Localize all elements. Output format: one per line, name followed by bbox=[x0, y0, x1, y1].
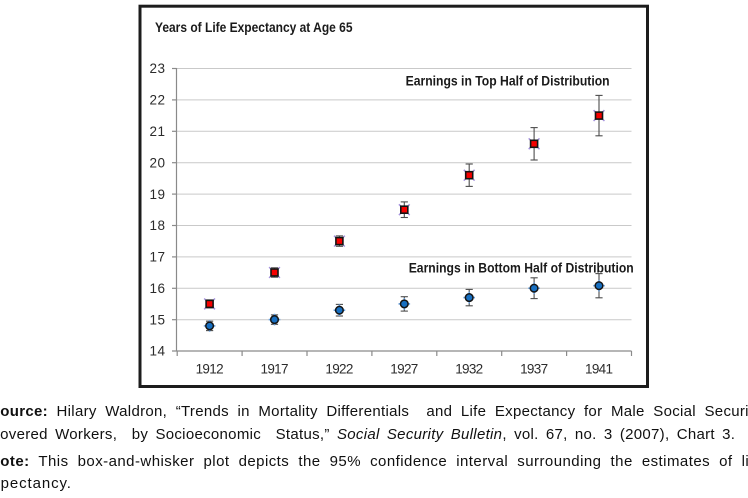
svg-text:15: 15 bbox=[150, 312, 166, 327]
svg-text:14: 14 bbox=[150, 344, 166, 359]
svg-text:1922: 1922 bbox=[325, 362, 353, 377]
svg-text:18: 18 bbox=[150, 218, 166, 233]
svg-text:1917: 1917 bbox=[261, 362, 289, 377]
svg-text:23: 23 bbox=[150, 61, 166, 76]
svg-text:Earnings in Top Half of Distri: Earnings in Top Half of Distribution bbox=[406, 74, 610, 89]
svg-text:20: 20 bbox=[150, 155, 166, 170]
svg-text:17: 17 bbox=[150, 250, 166, 265]
svg-text:1912: 1912 bbox=[196, 362, 224, 377]
svg-text:1941: 1941 bbox=[585, 362, 613, 377]
svg-text:Years of Life Expectancy at Ag: Years of Life Expectancy at Age 65 bbox=[155, 19, 353, 35]
svg-text:21: 21 bbox=[150, 124, 166, 139]
svg-text:Earnings in Bottom Half of Dis: Earnings in Bottom Half of Distribution bbox=[409, 261, 634, 276]
svg-text:19: 19 bbox=[150, 187, 166, 202]
svg-text:22: 22 bbox=[150, 93, 166, 108]
svg-text:1937: 1937 bbox=[520, 362, 548, 377]
svg-text:1932: 1932 bbox=[455, 362, 483, 377]
svg-text:16: 16 bbox=[150, 281, 166, 296]
svg-text:1927: 1927 bbox=[390, 362, 418, 377]
